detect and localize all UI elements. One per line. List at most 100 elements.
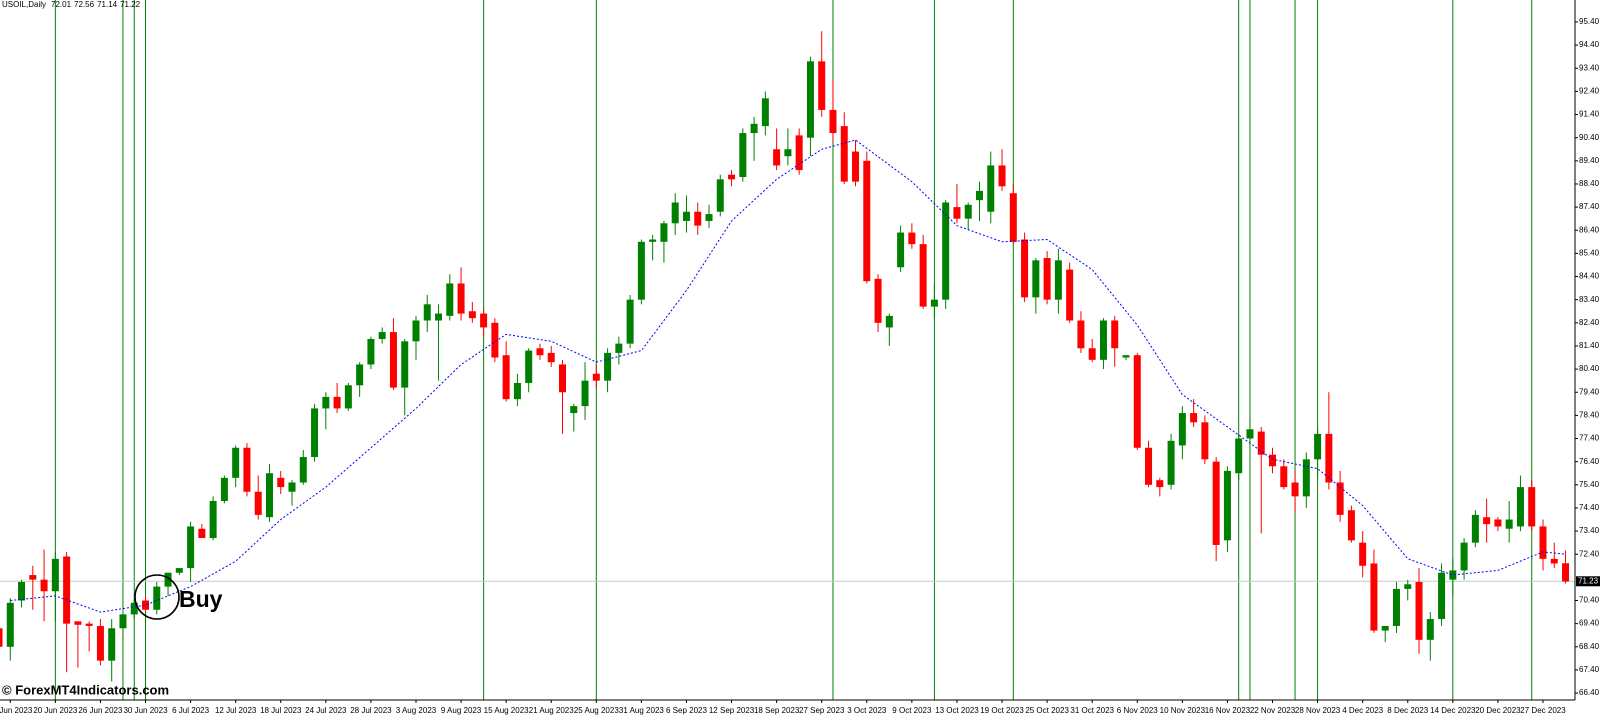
candle-body: [547, 352, 555, 363]
candle-body: [265, 473, 273, 518]
candle-body: [874, 278, 882, 323]
y-tick-label: 76.40: [1579, 457, 1600, 466]
x-tick-label: 31 Oct 2023: [1070, 706, 1114, 715]
candle-body: [1133, 355, 1141, 448]
candle-body: [175, 568, 183, 573]
x-tick-label: 3 Aug 2023: [396, 706, 437, 715]
candle-body: [1099, 320, 1107, 360]
candle-body: [942, 202, 950, 300]
candle-body: [953, 207, 961, 219]
symbol: USOIL,Daily: [2, 0, 46, 9]
candle-body: [333, 396, 341, 409]
candle-body: [18, 581, 26, 601]
candle-body: [344, 385, 352, 409]
y-tick-label: 95.40: [1579, 17, 1600, 26]
candle-body: [1032, 260, 1040, 298]
candle-body: [897, 232, 905, 268]
candle-body: [930, 299, 938, 307]
candle-body: [761, 98, 769, 127]
candle-body: [243, 447, 251, 492]
candle-body: [1077, 320, 1085, 349]
y-tick-label: 90.40: [1579, 133, 1600, 142]
x-tick-label: 3 Oct 2023: [847, 706, 887, 715]
candle-body: [1212, 461, 1220, 545]
moving-average: [10, 139, 1566, 613]
candle-body: [130, 602, 138, 615]
x-tick-label: 21 Aug 2023: [529, 706, 574, 715]
x-tick-label: 8 Dec 2023: [1387, 706, 1428, 715]
candle-body: [536, 348, 544, 356]
candle-body: [728, 174, 736, 180]
x-tick-label: 27 Dec 2023: [1520, 706, 1566, 715]
candle-body: [6, 602, 14, 647]
candle-body: [51, 558, 59, 592]
candle-body: [40, 579, 48, 592]
x-tick-label: 18 Jul 2023: [260, 706, 302, 715]
candle-body: [1471, 514, 1479, 543]
candle-body: [1190, 413, 1198, 423]
y-tick-label: 67.40: [1579, 665, 1600, 674]
x-tick-label: 20 Jun 2023: [33, 706, 78, 715]
x-tick-label: 26 Jun 2023: [78, 706, 123, 715]
candle-body: [209, 500, 217, 539]
candle-body: [0, 628, 3, 647]
candle-body: [1280, 466, 1288, 488]
buy-circle: [134, 574, 180, 620]
candle-body: [1494, 519, 1502, 527]
candle-body: [142, 600, 150, 610]
candle-body: [1449, 570, 1457, 580]
candle-body: [1381, 625, 1389, 631]
candle-body: [1291, 482, 1299, 497]
candle-body: [378, 332, 386, 340]
x-tick-label: 6 Nov 2023: [1117, 706, 1158, 715]
y-tick-label: 80.40: [1579, 364, 1600, 373]
x-tick-label: 20 Dec 2023: [1475, 706, 1521, 715]
x-tick-label: 16 Nov 2023: [1205, 706, 1251, 715]
y-tick-label: 70.40: [1579, 596, 1600, 605]
candle-body: [682, 211, 690, 221]
candle-body: [1347, 510, 1355, 541]
candle-body: [840, 126, 848, 182]
candle-body: [919, 244, 927, 307]
candle-body: [299, 457, 307, 483]
x-tick-label: 25 Aug 2023: [574, 706, 619, 715]
candle-body: [367, 339, 375, 365]
y-tick-label: 81.40: [1579, 341, 1600, 350]
header-open: 72.01: [51, 0, 72, 9]
y-tick-label: 86.40: [1579, 225, 1600, 234]
candle-body: [446, 283, 454, 316]
candle-body: [750, 123, 758, 134]
x-tick-label: 9 Oct 2023: [892, 706, 932, 715]
candle-body: [1269, 454, 1277, 467]
y-tick-label: 79.40: [1579, 387, 1600, 396]
header: USOIL,Daily 72.01 72.56 71.14 71.22: [2, 0, 141, 9]
x-tick-label: 13 Oct 2023: [935, 706, 979, 715]
candle-body: [1359, 542, 1367, 566]
candle-body: [85, 623, 93, 626]
y-tick-label: 73.40: [1579, 526, 1600, 535]
candle-body: [660, 223, 668, 242]
candle-body: [975, 190, 983, 201]
candle-body: [1122, 355, 1130, 358]
candle-body: [1404, 584, 1412, 589]
candle-body: [288, 482, 296, 492]
x-tick-label: 19 Oct 2023: [980, 706, 1024, 715]
y-tick-label: 82.40: [1579, 318, 1600, 327]
candle-body: [1550, 558, 1558, 564]
y-tick-label: 87.40: [1579, 202, 1600, 211]
candle-body: [389, 332, 397, 388]
candle-body: [435, 313, 443, 321]
candle-body: [525, 350, 533, 383]
candle-body: [1314, 433, 1322, 460]
candle-body: [615, 343, 623, 353]
candle-body: [1370, 563, 1378, 631]
candle-body: [220, 477, 228, 501]
candle-body: [1539, 526, 1547, 559]
candle-body: [1415, 581, 1423, 640]
candle-body: [198, 528, 206, 539]
x-tick-label: 14 Jun 2023: [0, 706, 33, 715]
candle-body: [626, 299, 634, 344]
candle-body: [480, 313, 488, 328]
candle-body: [694, 211, 702, 226]
